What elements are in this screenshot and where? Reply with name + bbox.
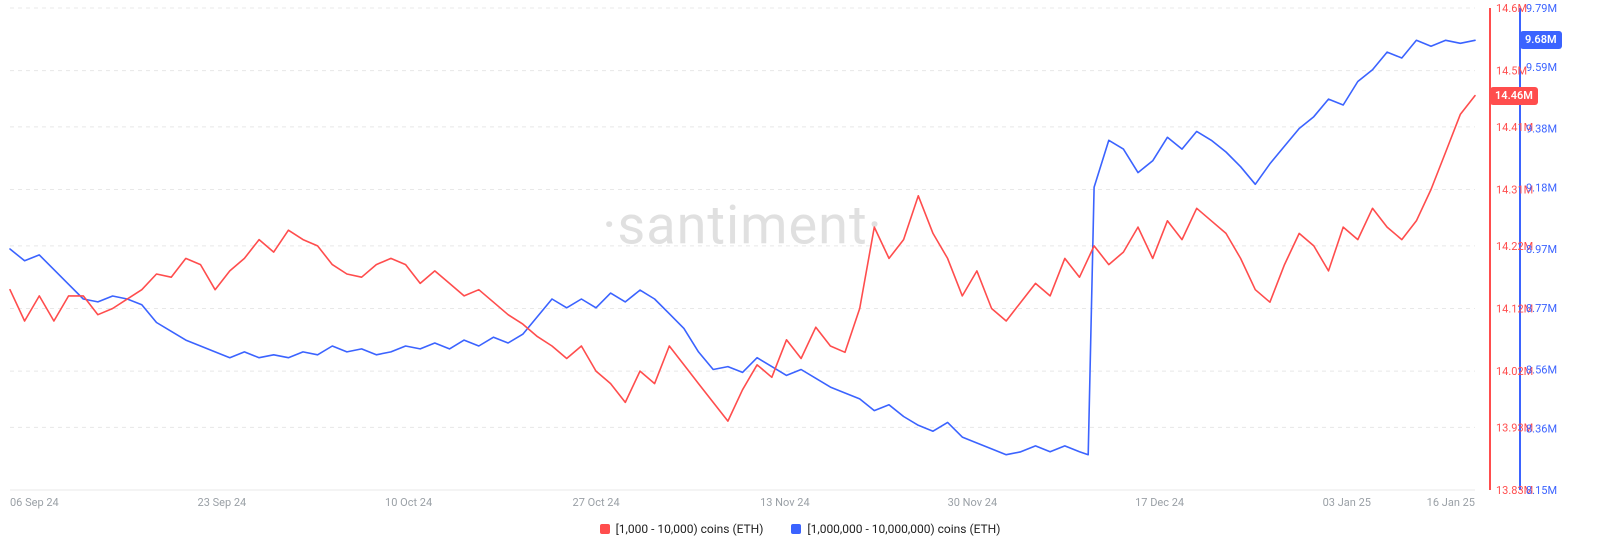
legend-label-blue: [1,000,000 - 10,000,000) coins (ETH) — [807, 522, 1000, 536]
watermark: ·santiment· — [602, 194, 883, 257]
svg-text:8.77M: 8.77M — [1526, 302, 1557, 315]
svg-text:9.18M: 9.18M — [1526, 181, 1557, 194]
y-axis-right-ticks: 8.15M 8.36M 8.56M 8.77M 8.97M 9.18M 9.38M 9.59M… — [1526, 2, 1557, 497]
svg-text:8.97M: 8.97M — [1526, 243, 1557, 256]
legend-item-red[interactable]: [1,000 - 10,000) coins (ETH) — [600, 522, 764, 536]
legend-swatch-red — [600, 524, 610, 534]
legend-item-blue[interactable]: [1,000,000 - 10,000,000) coins (ETH) — [791, 522, 1000, 536]
svg-text:23 Sep 24: 23 Sep 24 — [198, 496, 247, 509]
svg-text:14.6M: 14.6M — [1496, 2, 1527, 15]
svg-text:8.56M: 8.56M — [1526, 364, 1557, 377]
legend-swatch-blue — [791, 524, 801, 534]
svg-text:10 Oct 24: 10 Oct 24 — [385, 496, 432, 509]
svg-text:13 Nov 24: 13 Nov 24 — [760, 496, 810, 509]
line-chart: ·santiment· 13.83M13.93M14.02M14.12M14.2… — [0, 0, 1600, 516]
current-value-badge-red: 14.46M — [1490, 87, 1538, 105]
svg-text:30 Nov 24: 30 Nov 24 — [948, 496, 998, 509]
svg-text:27 Oct 24: 27 Oct 24 — [573, 496, 620, 509]
svg-text:06 Sep 24: 06 Sep 24 — [10, 496, 59, 509]
svg-text:03 Jan 25: 03 Jan 25 — [1323, 496, 1371, 509]
x-axis-ticks: 06 Sep 24 23 Sep 24 10 Oct 24 27 Oct 24 13 N… — [10, 496, 1475, 509]
svg-text:9.38M: 9.38M — [1526, 123, 1557, 136]
legend-label-red: [1,000 - 10,000) coins (ETH) — [616, 522, 764, 536]
svg-text:9.59M: 9.59M — [1526, 61, 1557, 74]
legend: [1,000 - 10,000) coins (ETH) [1,000,000 … — [0, 516, 1600, 542]
current-value-badge-blue: 9.68M — [1520, 31, 1562, 49]
svg-text:8.15M: 8.15M — [1526, 484, 1557, 497]
svg-text:17 Dec 24: 17 Dec 24 — [1135, 496, 1184, 509]
chart-container: ·santiment· 13.83M13.93M14.02M14.12M14.2… — [0, 0, 1600, 542]
svg-text:9.79M: 9.79M — [1526, 2, 1557, 15]
svg-text:14.5M: 14.5M — [1496, 65, 1527, 78]
svg-text:16 Jan 25: 16 Jan 25 — [1427, 496, 1475, 509]
svg-text:8.36M: 8.36M — [1526, 422, 1557, 435]
